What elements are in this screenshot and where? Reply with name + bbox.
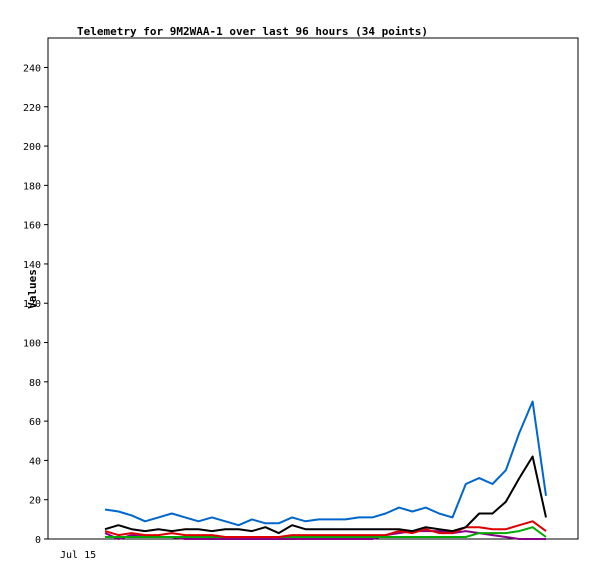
y-tick-label: 60 xyxy=(29,417,41,428)
y-tick-label: 180 xyxy=(23,181,41,192)
y-tick-label: 40 xyxy=(29,456,41,467)
y-tick-label: 100 xyxy=(23,339,41,350)
series-line-1 xyxy=(104,455,547,535)
y-tick-label: 160 xyxy=(23,221,41,232)
y-tick-label: 20 xyxy=(29,496,41,507)
y-tick-label: 80 xyxy=(29,378,41,389)
x-axis: Jul 15 xyxy=(60,550,96,561)
y-tick-label: 120 xyxy=(23,299,41,310)
series-layer xyxy=(104,400,547,540)
y-tick-label: 240 xyxy=(23,63,41,74)
series-line-2 xyxy=(104,520,547,538)
series-line-3 xyxy=(105,526,547,538)
series-line-0 xyxy=(104,400,547,527)
y-tick-label: 200 xyxy=(23,142,41,153)
y-tick-label: 220 xyxy=(23,103,41,114)
chart-title: Telemetry for 9M2WAA-1 over last 96 hour… xyxy=(77,25,428,38)
y-axis-label: Values xyxy=(26,269,39,309)
y-tick-label: 140 xyxy=(23,260,41,271)
x-tick-label: Jul 15 xyxy=(60,550,96,561)
y-axis: 0 20 40 60 80 100 120 140 160 180 200 220 240 xyxy=(23,63,48,546)
y-tick-label: 0 xyxy=(35,535,41,546)
plot-frame xyxy=(47,37,579,540)
